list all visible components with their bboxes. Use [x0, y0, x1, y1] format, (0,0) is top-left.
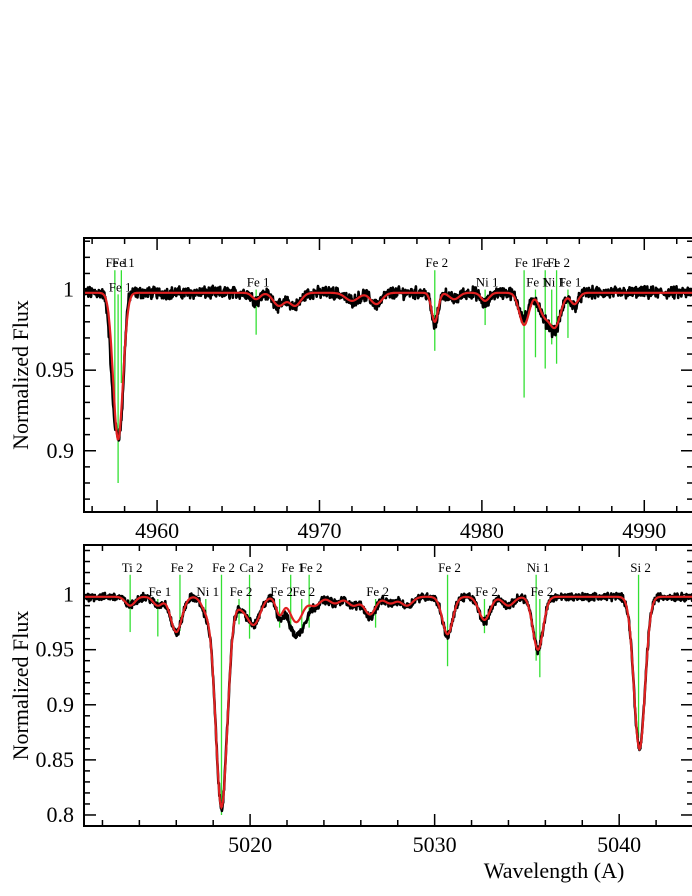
line-id-label: Fe 1 [112, 255, 135, 270]
plot-frame [83, 237, 692, 513]
x-tick-label: 5020 [228, 832, 272, 857]
observed-spectrum [84, 284, 692, 442]
line-id-markers [129, 574, 640, 815]
line-id-label: Fe 1 [247, 275, 270, 290]
line-id-label: Fe 1 [515, 255, 538, 270]
panel-2: Ti 2Fe 1Fe 2Ni 1Fe 2Fe 2Ca 2Fe 2Fe 1Fe 2… [8, 544, 692, 883]
line-id-label: Ni 1 [527, 560, 550, 575]
x-tick-label: 4970 [297, 518, 341, 543]
y-tick-label: 0.95 [36, 357, 75, 382]
line-id-label: Fe 1 [105, 255, 128, 270]
y-tick-label: 0.85 [36, 747, 75, 772]
line-id-label: Fe 2 [292, 584, 315, 599]
y-axis-title: Normalized Flux [8, 611, 33, 761]
line-id-label: Fe 2 [300, 560, 323, 575]
plot-frame [83, 544, 692, 827]
line-id-markers [114, 270, 569, 483]
y-tick-label: 0.9 [47, 438, 75, 463]
y-tick-label: 1 [63, 277, 74, 302]
line-id-label: Si 2 [630, 560, 651, 575]
line-id-label: Ti 2 [122, 560, 143, 575]
line-id-label: Fe 2 [230, 584, 253, 599]
line-id-label: Ni 1 [542, 275, 565, 290]
line-id-label: Fe 2 [270, 584, 293, 599]
x-tick-label: 5030 [413, 832, 457, 857]
line-id-label: Fe 1 [559, 275, 582, 290]
panel-1: Fe 1Fe 1Fe 1Fe 1Fe 2Ni 1Fe 1Fe 1Fe 1Ni 1… [8, 237, 692, 543]
observed-spectrum [84, 591, 692, 813]
line-id-label: Fe 2 [212, 560, 235, 575]
line-id-label: Fe 2 [438, 560, 461, 575]
line-id-label: Fe 2 [366, 584, 389, 599]
line-id-label: Fe 2 [475, 584, 498, 599]
line-id-label: Fe 1 [109, 279, 132, 294]
y-tick-label: 1 [63, 582, 74, 607]
plot-area-1 [84, 270, 692, 483]
x-axis-title: Wavelength (A) [484, 858, 625, 883]
line-id-label: Fe 2 [425, 255, 448, 270]
x-tick-label: 4980 [460, 518, 504, 543]
line-id-label: Fe 1 [526, 275, 549, 290]
line-id-label: Ni 1 [476, 275, 499, 290]
y-tick-label: 0.9 [47, 692, 75, 717]
model-spectrum [84, 291, 692, 441]
line-id-label: Fe 2 [547, 255, 570, 270]
line-id-label: Fe 2 [171, 560, 194, 575]
line-id-label: Ni 1 [196, 584, 219, 599]
line-id-label: Ca 2 [239, 560, 263, 575]
y-tick-label: 0.8 [47, 802, 75, 827]
x-tick-label: 4960 [135, 518, 179, 543]
line-id-label: Fe 1 [281, 560, 304, 575]
x-tick-label: 5040 [597, 832, 641, 857]
y-tick-label: 0.95 [36, 637, 75, 662]
plot-area-2 [84, 574, 692, 815]
line-id-label: Fe 1 [536, 255, 559, 270]
y-axis-title: Normalized Flux [8, 300, 33, 450]
x-tick-label: 4990 [622, 518, 666, 543]
line-id-label: Fe 2 [530, 584, 553, 599]
model-spectrum [84, 595, 692, 810]
line-id-label: Fe 1 [148, 584, 171, 599]
